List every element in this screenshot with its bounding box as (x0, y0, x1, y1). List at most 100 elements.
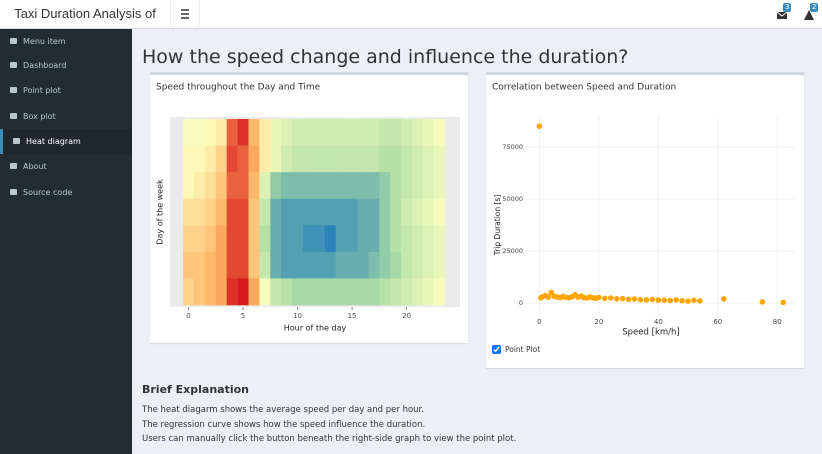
messages-menu[interactable]: 3 (776, 3, 792, 21)
x-axis-label: Speed [km/h] (622, 328, 679, 338)
heat-cell (237, 198, 249, 226)
heat-cell (368, 278, 380, 306)
heat-cell (335, 251, 347, 279)
menu-item[interactable]: Menu item (0, 29, 132, 54)
heat-cell (226, 225, 238, 253)
heatmap-chart: Speed throughout the Day and Time 0 5 10 15 2… (156, 83, 460, 333)
warnings-menu[interactable]: 2 (803, 3, 819, 21)
heat-cell (204, 225, 217, 253)
heat-cell (335, 119, 347, 146)
heat-cell (183, 198, 195, 226)
heat-cell (226, 251, 238, 279)
heat-cell (379, 198, 391, 226)
heat-cell (183, 172, 195, 200)
menu-icon (10, 112, 17, 119)
menu-label: Heat diagram (26, 136, 81, 146)
heat-cell (412, 198, 424, 226)
heat-cell (379, 119, 391, 146)
x-tick-label: 15 (348, 312, 357, 320)
heat-cell (204, 172, 217, 200)
heat-cell (303, 225, 315, 253)
heat-cell (313, 225, 326, 253)
menu-icon (10, 163, 17, 170)
envelope-icon (776, 11, 788, 19)
heat-cell (292, 278, 304, 306)
heat-cell (215, 145, 227, 173)
x-tick-label: 20 (594, 318, 603, 326)
menu-item[interactable]: Point plot (0, 78, 132, 103)
point (643, 297, 650, 303)
heat-cell (303, 172, 315, 200)
heat-cell (401, 225, 413, 253)
heat-cell (183, 225, 195, 253)
heat-cell (183, 119, 195, 146)
heat-cell (412, 225, 424, 253)
point (601, 295, 608, 302)
heat-cell (204, 145, 217, 173)
scatter-box: Correlation between Speed and Duration 0 2… (486, 72, 804, 368)
sidebar-toggle[interactable] (170, 0, 200, 28)
point-plot-checkbox[interactable]: Point Plot (492, 345, 540, 354)
point (536, 123, 543, 130)
heat-cell (259, 119, 271, 146)
heat-cell (270, 251, 282, 279)
menu-icon (13, 137, 20, 144)
heat-cell (390, 225, 402, 253)
heat-cell (313, 145, 326, 173)
warning-icon (804, 10, 814, 20)
heat-cell (183, 278, 195, 306)
heat-cell (357, 172, 369, 200)
menu-item[interactable]: About (0, 154, 132, 179)
heat-cell (357, 251, 369, 279)
heat-cell (401, 198, 413, 226)
messages-badge: 3 (783, 3, 792, 12)
point (661, 297, 668, 304)
heat-cell (346, 251, 358, 279)
heat-cell (281, 198, 293, 226)
heat-cell (226, 145, 238, 173)
heat-cell (281, 119, 293, 146)
heat-cell (204, 278, 217, 306)
menu-item[interactable]: Source code (0, 180, 132, 205)
heat-cell (248, 278, 260, 306)
menu-label: Dashboard (23, 61, 67, 70)
heat-cell (193, 278, 206, 306)
heat-cell (259, 225, 271, 253)
heat-cell (335, 172, 347, 200)
heat-cell (379, 172, 391, 200)
menu-item[interactable]: Dashboard (0, 53, 132, 78)
heat-cell (193, 119, 206, 146)
y-axis-label: Trip Duration [s] (493, 195, 502, 257)
heat-cell (433, 172, 446, 200)
heat-cell (281, 278, 293, 306)
heat-cell (237, 278, 249, 306)
menu-item[interactable]: Box plot (0, 104, 132, 129)
page-title: How the speed change and influence the d… (142, 46, 629, 68)
checkbox[interactable] (492, 345, 501, 354)
heat-cell (248, 225, 260, 253)
heat-cell (237, 119, 249, 146)
heat-cell (193, 198, 206, 226)
heat-cell (204, 198, 217, 226)
heat-cell (313, 119, 326, 146)
heat-cell (270, 119, 282, 146)
point (545, 294, 552, 300)
heat-cell (237, 225, 249, 253)
heat-cell (379, 251, 391, 279)
heat-cell (346, 225, 358, 253)
heat-cell (401, 278, 413, 306)
heat-cell (324, 198, 337, 226)
heat-cell (193, 251, 206, 279)
heat-cell (357, 225, 369, 253)
heat-cell (313, 198, 326, 226)
heat-cell (422, 278, 435, 306)
menu-item[interactable]: Heat diagram (0, 128, 132, 154)
heat-cell (401, 119, 413, 146)
heat-cell (259, 172, 271, 200)
heat-cell (368, 119, 380, 146)
heat-cell (433, 251, 446, 279)
warnings-badge: 2 (810, 3, 819, 12)
heat-cell (292, 119, 304, 146)
menu-icon (10, 188, 17, 195)
heat-cell (379, 145, 391, 173)
